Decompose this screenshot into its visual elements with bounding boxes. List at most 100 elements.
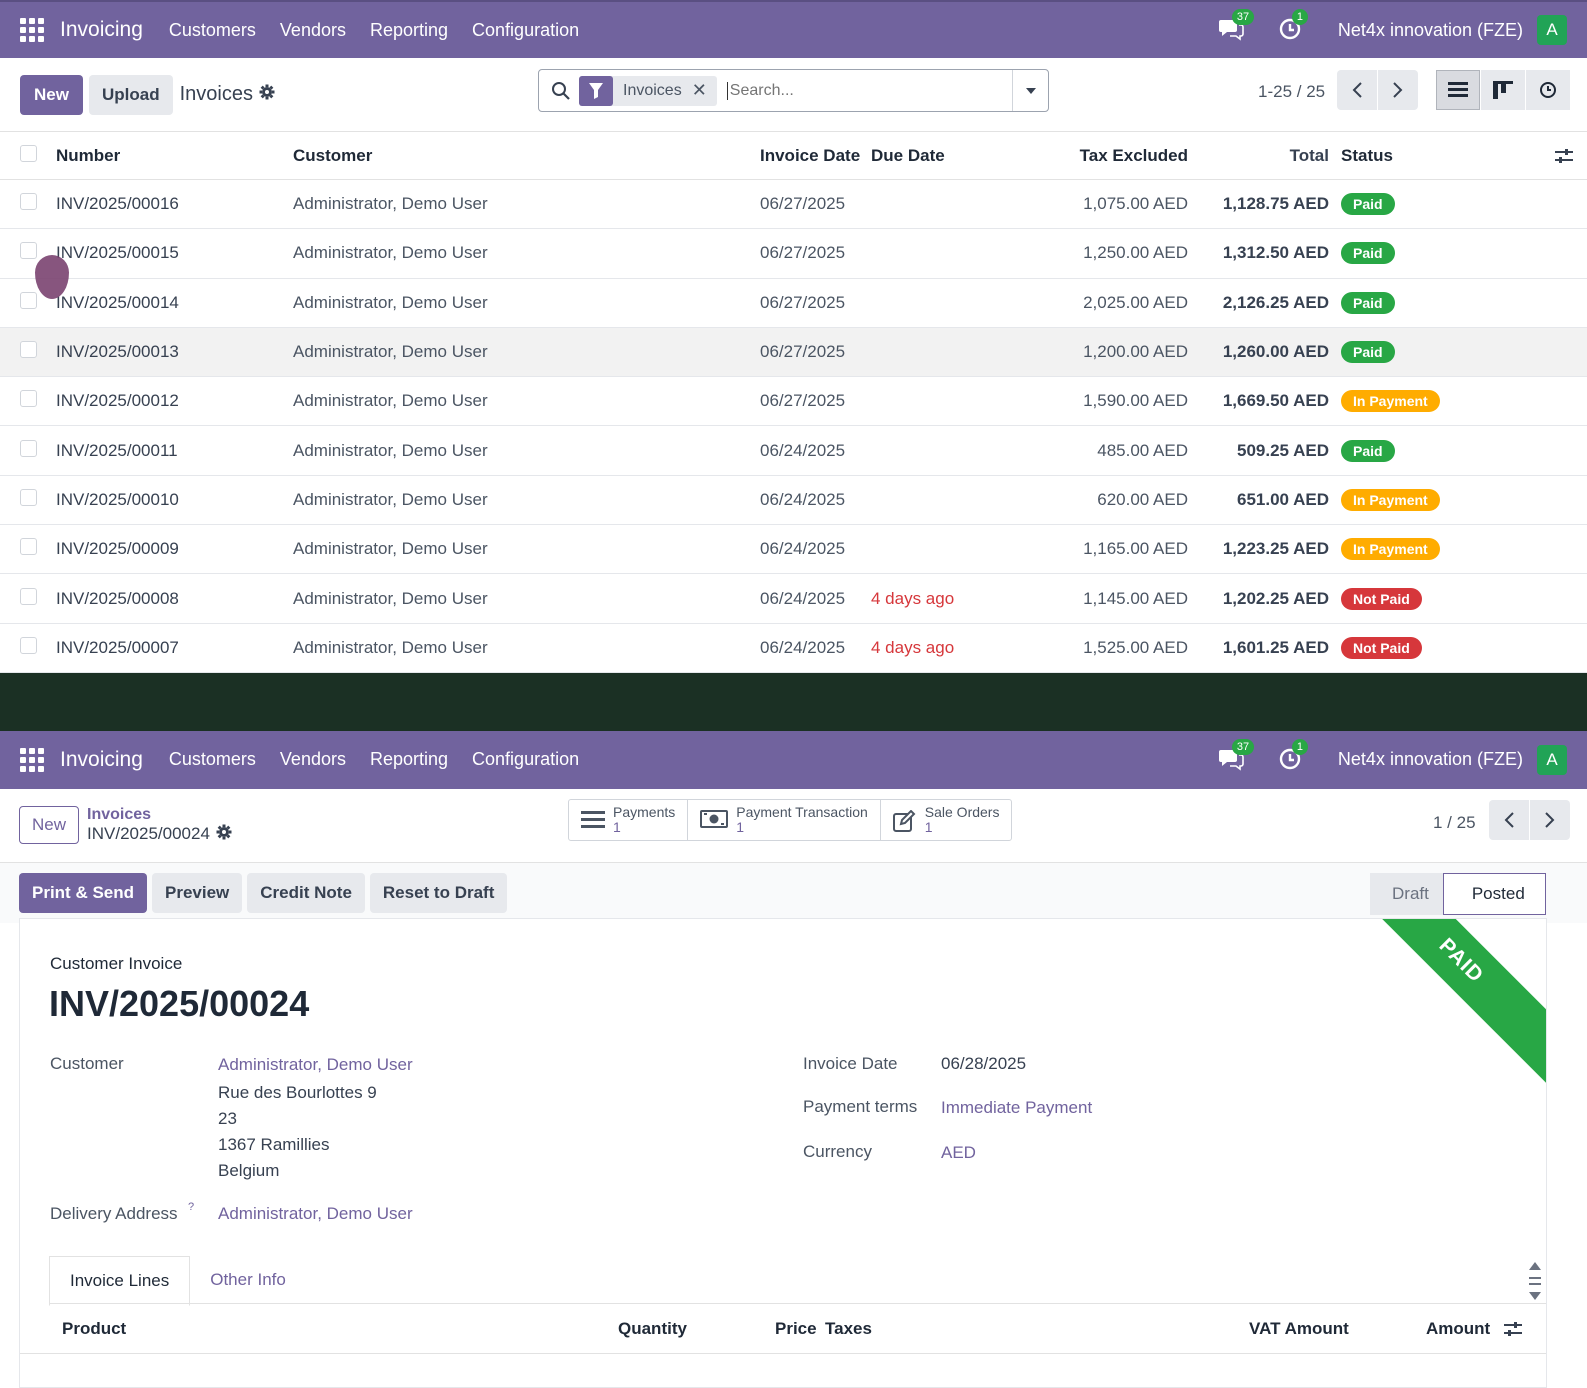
activity-view-button[interactable] <box>1526 70 1570 110</box>
column-total[interactable]: Total <box>1289 145 1329 165</box>
pager-next-button[interactable] <box>1378 70 1418 110</box>
credit-note-button[interactable]: Credit Note <box>247 872 365 913</box>
search-input[interactable] <box>726 81 987 100</box>
row-select-checkbox[interactable] <box>20 291 37 309</box>
table-row[interactable]: INV/2025/00013 Administrator, Demo User 06… <box>0 327 1587 378</box>
form-pager-next-button[interactable] <box>1530 799 1570 840</box>
top-navbar: Invoicing Customers Vendors Reporting Co… <box>0 0 1587 58</box>
stage-draft[interactable]: Draft <box>1370 872 1443 915</box>
preview-button[interactable]: Preview <box>152 872 243 913</box>
breadcrumb-invoices-link[interactable]: Invoices <box>87 805 152 823</box>
menu-configuration[interactable]: Configuration <box>472 19 580 40</box>
column-number[interactable]: Number <box>56 145 121 165</box>
payment-transaction-smart-button[interactable]: Payment Transaction 1 <box>688 799 881 840</box>
reset-to-draft-button[interactable]: Reset to Draft <box>369 872 508 913</box>
print-send-button[interactable]: Print & Send <box>19 872 148 913</box>
column-due-date[interactable]: Due Date <box>871 145 945 165</box>
row-select-checkbox[interactable] <box>20 636 37 654</box>
menu-reporting[interactable]: Reporting <box>369 19 449 40</box>
new-button[interactable]: New <box>20 74 83 115</box>
pager-previous-button[interactable] <box>1337 70 1377 110</box>
payment-terms-field[interactable]: Immediate Payment <box>941 1098 1093 1117</box>
gear-icon[interactable] <box>216 824 232 845</box>
stage-posted[interactable]: Posted <box>1442 872 1546 915</box>
invoice-date-field[interactable]: 06/28/2025 <box>941 1054 1027 1073</box>
messages-icon[interactable]: 37 <box>1218 9 1255 43</box>
user-avatar[interactable]: A <box>1537 15 1567 45</box>
cell-status: Paid <box>1329 291 1395 314</box>
row-select-checkbox[interactable] <box>20 341 37 359</box>
company-switcher[interactable]: Net4x innovation (FZE) <box>1337 19 1523 40</box>
row-checkbox <box>0 193 56 215</box>
search-bar[interactable]: Invoices ✕ <box>538 69 1049 112</box>
row-select-checkbox[interactable] <box>20 587 37 605</box>
list-view-button[interactable] <box>1436 70 1480 110</box>
cell-invoice-date: 06/27/2025 <box>760 292 846 312</box>
cell-status: Paid <box>1329 193 1395 216</box>
row-select-checkbox[interactable] <box>20 390 37 408</box>
new-record-button[interactable]: New <box>19 806 80 845</box>
upload-button[interactable]: Upload <box>88 74 173 115</box>
row-select-checkbox[interactable] <box>20 439 37 457</box>
column-customer[interactable]: Customer <box>293 145 373 165</box>
row-select-checkbox[interactable] <box>20 488 37 506</box>
optional-columns-icon[interactable] <box>1504 1321 1522 1342</box>
delivery-address-help-icon[interactable]: ? <box>188 1201 195 1213</box>
status-badge: In Payment <box>1341 390 1440 413</box>
column-invoice-date[interactable]: Invoice Date <box>760 145 861 165</box>
payments-smart-button[interactable]: Payments 1 <box>569 799 689 840</box>
table-row[interactable]: INV/2025/00014 Administrator, Demo User 06… <box>0 279 1587 328</box>
app-name[interactable]: Invoicing <box>60 18 143 41</box>
row-checkbox <box>0 488 56 511</box>
activities-icon[interactable]: 1 <box>1278 738 1309 773</box>
kanban-view-button[interactable] <box>1481 70 1525 110</box>
customer-field[interactable]: Administrator, Demo User <box>218 1055 413 1074</box>
row-select-checkbox[interactable] <box>20 538 37 556</box>
column-status[interactable]: Status <box>1341 145 1393 165</box>
table-row[interactable]: INV/2025/00015 Administrator, Demo User 06… <box>0 229 1587 279</box>
activities-icon[interactable]: 1 <box>1278 9 1309 43</box>
tab-other-info[interactable]: Other Info <box>210 1270 286 1289</box>
menu-vendors[interactable]: Vendors <box>279 749 346 770</box>
table-row[interactable]: INV/2025/00016 Administrator, Demo User 06… <box>0 180 1587 230</box>
menu-customers[interactable]: Customers <box>168 19 256 40</box>
remove-facet-icon[interactable]: ✕ <box>691 80 707 100</box>
optional-columns-icon[interactable] <box>1555 148 1573 169</box>
menu-reporting[interactable]: Reporting <box>369 749 449 770</box>
row-select-checkbox[interactable] <box>20 242 37 260</box>
table-row[interactable]: INV/2025/00008 Administrator, Demo User 06… <box>0 574 1587 624</box>
gear-icon[interactable] <box>259 84 275 105</box>
row-select-checkbox[interactable] <box>20 193 37 211</box>
search-icon <box>551 81 571 106</box>
table-row[interactable]: INV/2025/00010 Administrator, Demo User 06… <box>0 476 1587 526</box>
table-row[interactable]: INV/2025/00007 Administrator, Demo User 06… <box>0 624 1587 673</box>
menu-customers[interactable]: Customers <box>168 749 256 770</box>
menu-configuration[interactable]: Configuration <box>472 749 580 770</box>
table-row[interactable]: INV/2025/00012 Administrator, Demo User 06… <box>0 377 1587 427</box>
apps-menu-icon[interactable] <box>20 747 44 772</box>
app-name[interactable]: Invoicing <box>60 747 143 771</box>
search-options-toggle[interactable] <box>1012 70 1048 111</box>
cell-status: Paid <box>1329 242 1395 265</box>
menu-vendors[interactable]: Vendors <box>279 19 346 40</box>
row-checkbox <box>0 636 56 659</box>
table-row[interactable]: INV/2025/00011 Administrator, Demo User 06… <box>0 426 1587 476</box>
messages-icon[interactable]: 37 <box>1218 738 1255 773</box>
user-avatar[interactable]: A <box>1537 744 1567 775</box>
delivery-address-field[interactable]: Administrator, Demo User <box>218 1204 413 1223</box>
cell-total: 651.00 AED <box>1237 489 1329 509</box>
company-switcher[interactable]: Net4x innovation (FZE) <box>1337 749 1523 770</box>
scroll-arrows-icon[interactable] <box>1528 1261 1542 1306</box>
sale-orders-smart-button[interactable]: Sale Orders 1 <box>881 800 1012 840</box>
row-checkbox <box>0 439 56 462</box>
form-pager-previous-button[interactable] <box>1489 799 1529 840</box>
form-pager-value[interactable]: 1 / 25 <box>1433 812 1476 832</box>
pager-value[interactable]: 1-25 / 25 <box>1258 82 1326 101</box>
table-row[interactable]: INV/2025/00009 Administrator, Demo User 06… <box>0 525 1587 575</box>
currency-field[interactable]: AED <box>941 1143 976 1162</box>
cell-number: INV/2025/00013 <box>56 342 179 362</box>
column-tax-excluded[interactable]: Tax Excluded <box>1079 145 1188 165</box>
select-all-checkbox[interactable] <box>20 144 37 162</box>
tab-invoice-lines[interactable]: Invoice Lines <box>49 1256 191 1306</box>
apps-menu-icon[interactable] <box>20 18 44 42</box>
